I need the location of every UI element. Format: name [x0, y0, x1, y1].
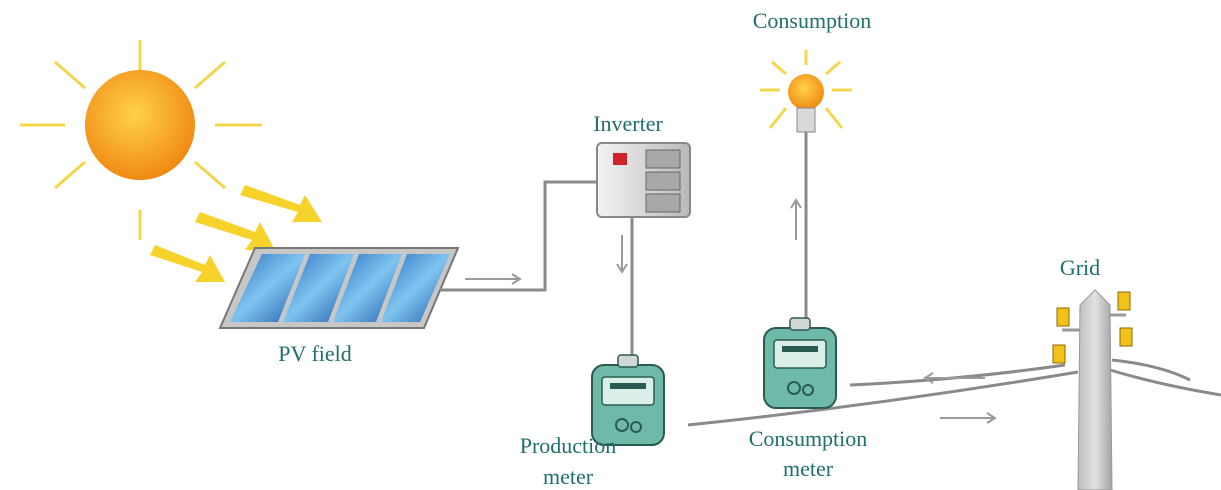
label: Production	[520, 433, 617, 458]
inverter	[596, 142, 691, 218]
sunbeams	[150, 185, 322, 282]
wire	[1109, 368, 1221, 397]
wire	[440, 180, 597, 292]
sun	[20, 40, 262, 240]
flow-arrow	[511, 273, 522, 285]
consumption-meter	[763, 317, 837, 409]
pv-panel	[218, 247, 460, 329]
label: Consumption	[753, 8, 872, 33]
flow-arrow	[986, 412, 997, 424]
flow-arrow	[616, 263, 628, 274]
label: Consumption	[749, 426, 868, 451]
label: Inverter	[593, 111, 663, 136]
grid-pole	[1052, 289, 1133, 490]
label: meter	[783, 456, 834, 481]
production-meter	[591, 354, 665, 446]
label: meter	[543, 464, 594, 489]
wire	[687, 370, 1079, 427]
wire	[1111, 358, 1191, 382]
flow-arrow	[923, 372, 934, 384]
flow-arrow	[790, 198, 802, 209]
label: Grid	[1060, 255, 1100, 280]
label: PV field	[278, 341, 352, 366]
lamp	[760, 50, 852, 133]
wire	[849, 363, 1066, 387]
